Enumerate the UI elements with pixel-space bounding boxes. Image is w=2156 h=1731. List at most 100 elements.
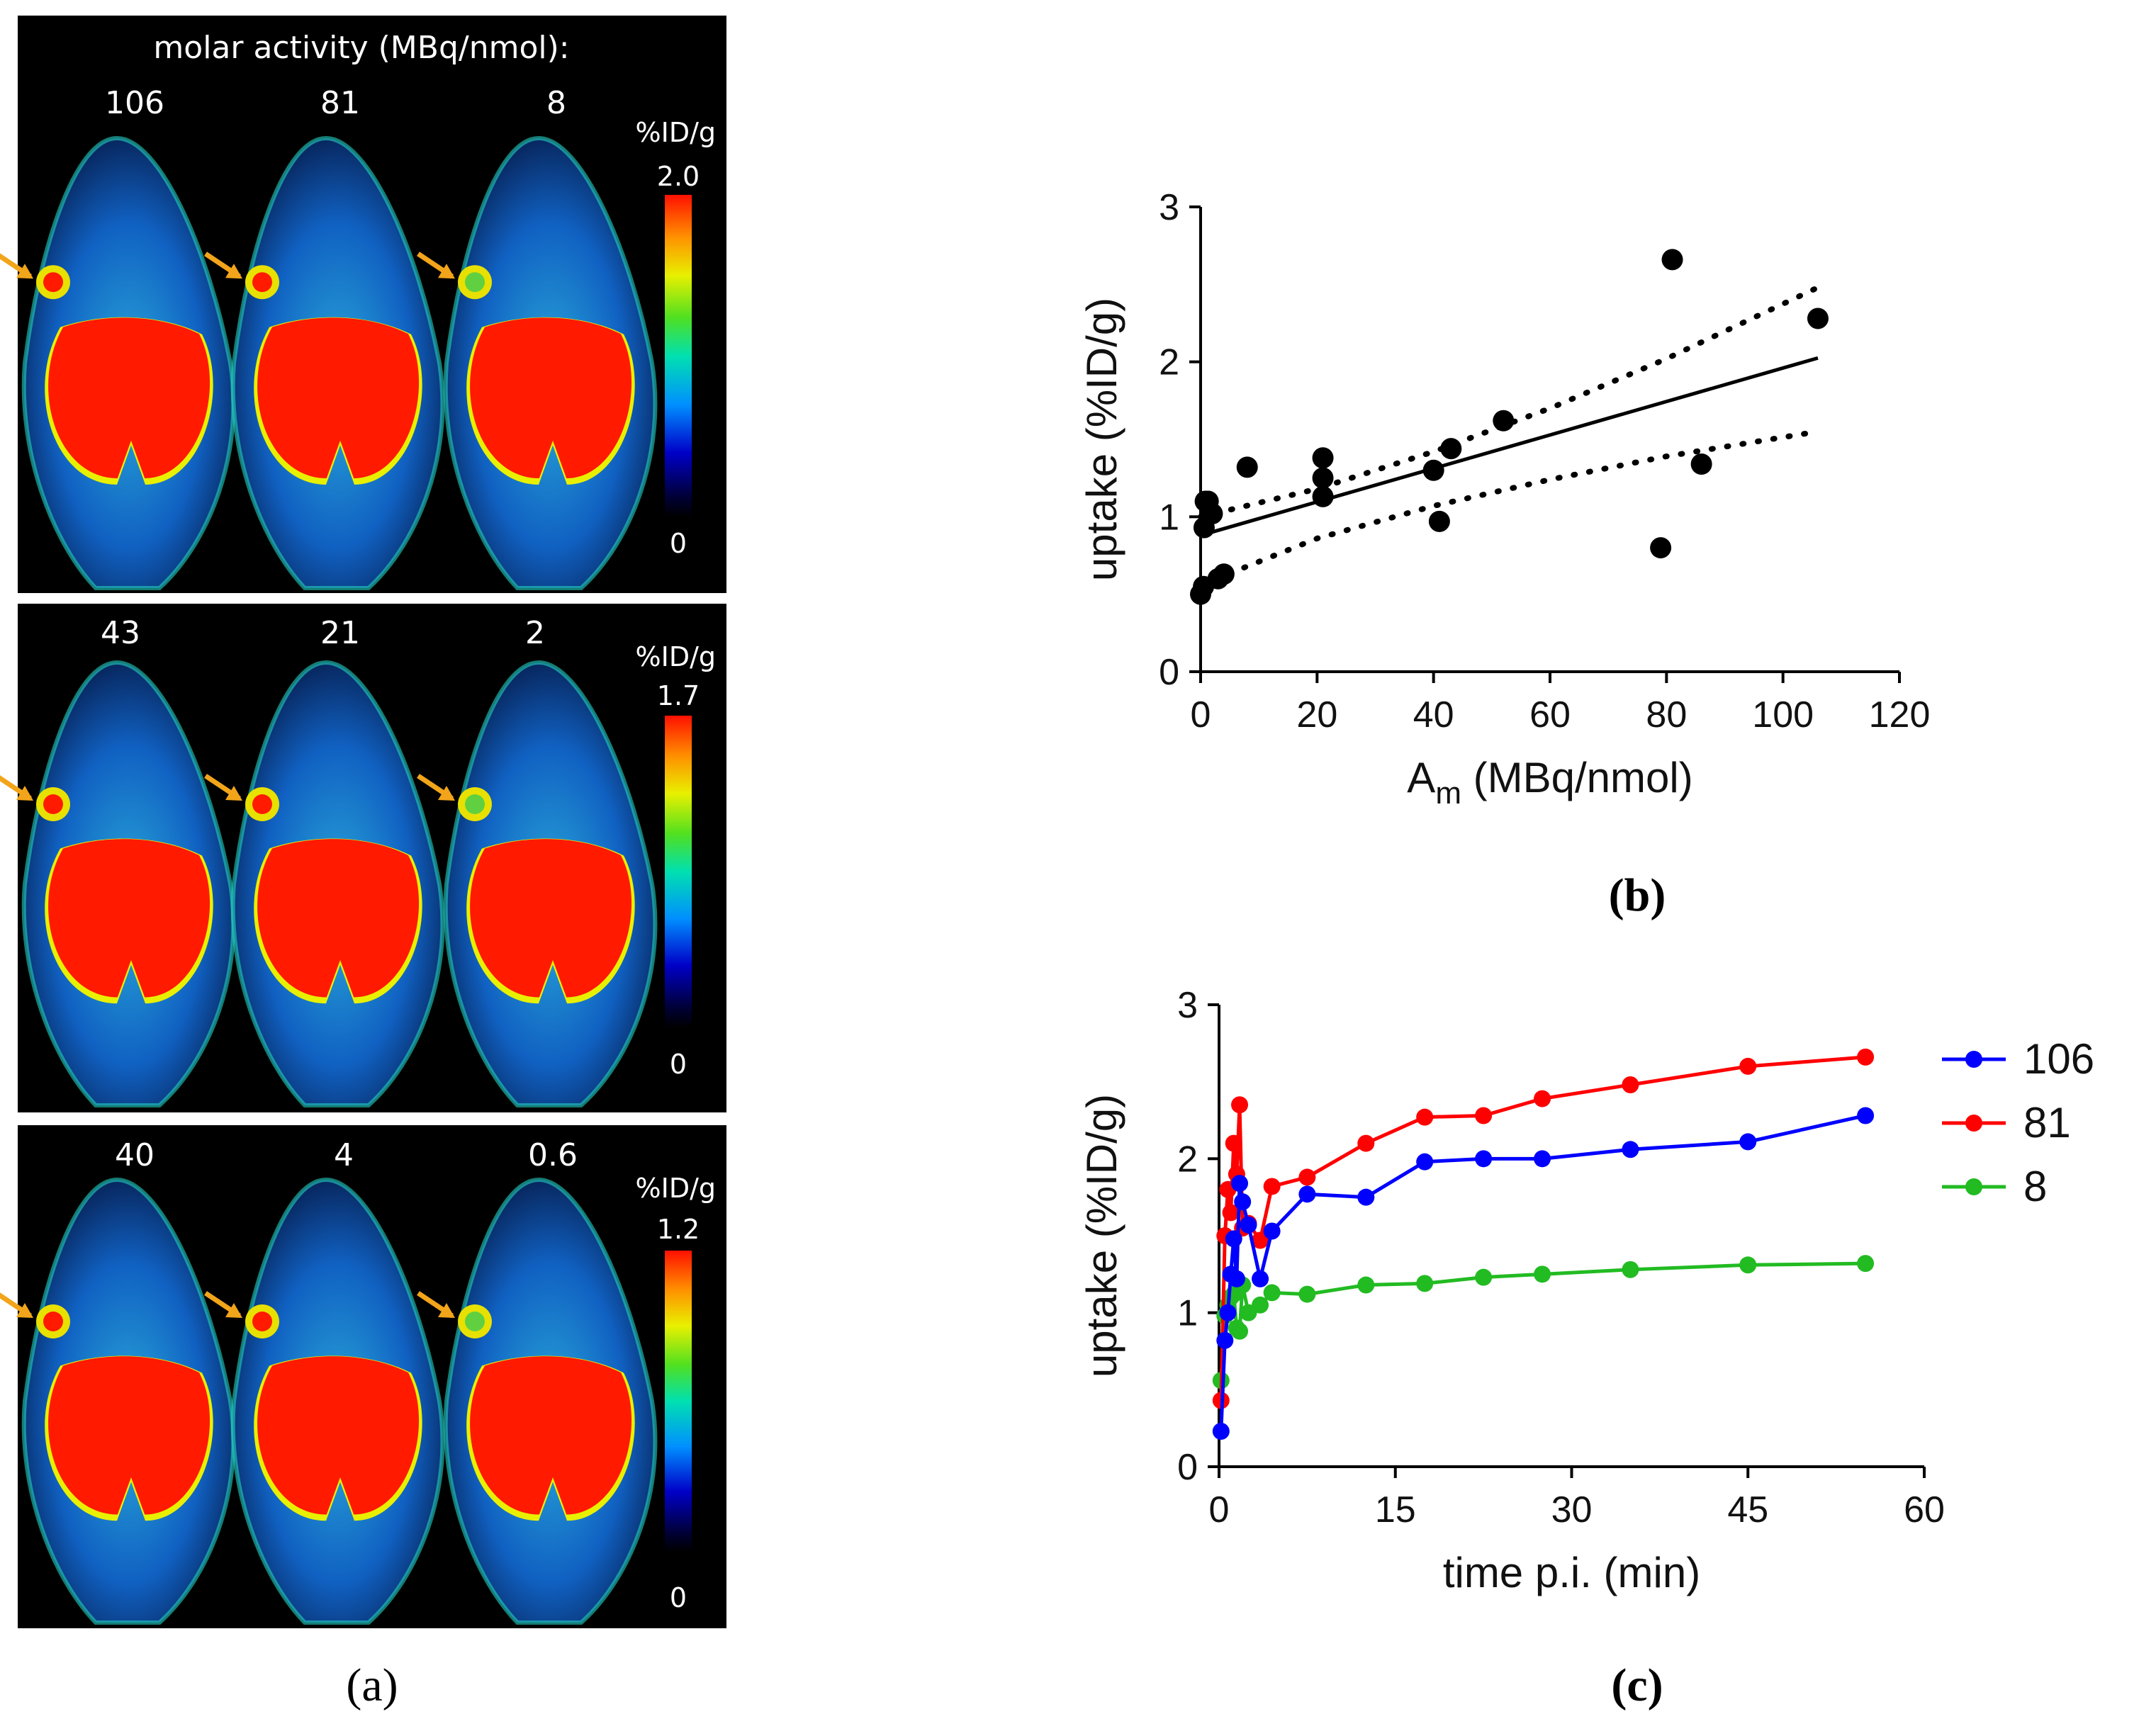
activity-label: 4 (334, 1137, 354, 1173)
mouse-scan (0, 1177, 236, 1625)
organ-hot-region (48, 1356, 210, 1515)
data-point-81 (1857, 1048, 1875, 1066)
mouse-scan (204, 135, 445, 590)
data-point-8 (1857, 1255, 1875, 1273)
activity-label: 2 (525, 615, 545, 651)
data-point-106 (1252, 1270, 1269, 1287)
data-point-8 (1231, 1322, 1249, 1340)
data-point-81 (1739, 1057, 1757, 1075)
tumor-spot (43, 272, 63, 293)
legend-marker (1965, 1115, 1982, 1132)
data-point (1422, 459, 1444, 481)
data-point-81 (1416, 1108, 1434, 1126)
y-tick-label: 1 (1159, 497, 1179, 538)
series-line-81 (1219, 1055, 1866, 1401)
y-tick-label: 1 (1177, 1293, 1198, 1334)
data-point-106 (1231, 1175, 1249, 1192)
tumor-spot (465, 1312, 485, 1331)
mouse-scan (204, 660, 445, 1107)
data-point-81 (1357, 1134, 1375, 1152)
scale-unit-label: %ID/g (636, 641, 717, 672)
organ-hot-region (257, 317, 420, 479)
data-point-81 (1622, 1076, 1639, 1094)
mouse-body-edge (443, 135, 658, 590)
organ-hot-region (257, 839, 420, 998)
data-point-106 (1225, 1230, 1242, 1248)
organ-hot-region (48, 839, 210, 998)
data-point-106 (1416, 1153, 1434, 1171)
organ-hot-region (470, 839, 632, 998)
tumor-arrow-head (225, 264, 242, 279)
data-point-106 (1228, 1270, 1245, 1287)
tumor-spot (43, 794, 63, 814)
data-point (1201, 502, 1223, 524)
organ-hot-region (470, 317, 632, 479)
x-tick-label: 30 (1551, 1489, 1593, 1530)
data-point-8 (1252, 1296, 1269, 1314)
y-tick-label: 2 (1177, 1139, 1198, 1180)
data-point-106 (1212, 1423, 1230, 1440)
mouse-scans (0, 135, 658, 590)
legend-label: 106 (2023, 1035, 2094, 1083)
data-point-81 (1252, 1231, 1269, 1249)
legend-label: 81 (2023, 1099, 2071, 1146)
data-point (1312, 447, 1334, 469)
activity-label: 21 (320, 615, 360, 651)
data-point-8 (1298, 1285, 1316, 1303)
x-axis-label: time p.i. (min) (1443, 1549, 1700, 1596)
data-point (1650, 537, 1672, 559)
scale-min-label: 0 (670, 528, 687, 559)
x-tick-label: 45 (1727, 1489, 1768, 1530)
scale-max-label: 1.2 (657, 1214, 700, 1245)
pet-row-2: 43 21 2 %ID/g 1.7 0 (0, 604, 726, 1112)
tumor-arrow-head (438, 1303, 455, 1318)
panel-c-label: (c) (1611, 1659, 1663, 1711)
x-tick-label: 40 (1413, 694, 1454, 735)
data-point-81 (1231, 1096, 1249, 1114)
mouse-scan (0, 135, 236, 590)
x-tick-label: 20 (1296, 694, 1337, 735)
tumor-spot (252, 1312, 272, 1331)
y-axis-label: uptake (%ID/g) (1078, 298, 1125, 581)
tumor-arrow-head (438, 786, 455, 801)
x-tick-label: 60 (1904, 1489, 1945, 1530)
data-point-81 (1298, 1168, 1316, 1186)
mouse-body-edge (443, 660, 658, 1107)
activity-label: 40 (115, 1137, 155, 1173)
panel-c-line-chart: 0 15 30 45 60 0 1 2 3 uptake (%ID/g) time p.i. (mi… (1078, 985, 2094, 1711)
tumor-arrow-head (438, 264, 455, 279)
data-point-106 (1357, 1188, 1375, 1206)
mouse-body-edge (230, 1177, 445, 1625)
y-tick-label: 0 (1159, 652, 1179, 693)
data-point (1312, 485, 1334, 507)
scale-min-label: 0 (670, 1582, 687, 1613)
organ-hot-region (470, 1356, 632, 1515)
x-tick-label: 0 (1209, 1489, 1230, 1530)
panel-a: molar activity (MBq/nmol): 106 81 8 %ID/… (0, 16, 726, 1711)
activity-label: 0.6 (528, 1137, 578, 1173)
x-tick-label: 0 (1191, 694, 1211, 735)
mouse-body-edge (443, 1177, 658, 1625)
tumor-spot (465, 794, 485, 814)
mouse-scan (417, 135, 658, 590)
data-point-106 (1216, 1331, 1234, 1349)
legend-marker (1965, 1051, 1982, 1068)
data-point (1312, 467, 1334, 489)
tumor-arrow-head (16, 264, 33, 279)
data-point-8 (1622, 1261, 1639, 1278)
x-tick-label: 15 (1375, 1489, 1416, 1530)
legend-label: 8 (2023, 1163, 2047, 1210)
mouse-body-edge (21, 660, 236, 1107)
data-point (1428, 510, 1450, 532)
y-tick-label: 0 (1177, 1447, 1198, 1488)
tumor-spot (252, 272, 272, 293)
data-point (1493, 410, 1515, 432)
activity-label: 81 (320, 85, 360, 121)
data-point-8 (1475, 1268, 1493, 1286)
panel-b-label: (b) (1609, 869, 1666, 921)
data-point-8 (1357, 1276, 1375, 1294)
mouse-scans (0, 660, 658, 1107)
data-point-8 (1739, 1256, 1757, 1274)
tumor-arrow-head (225, 786, 242, 801)
